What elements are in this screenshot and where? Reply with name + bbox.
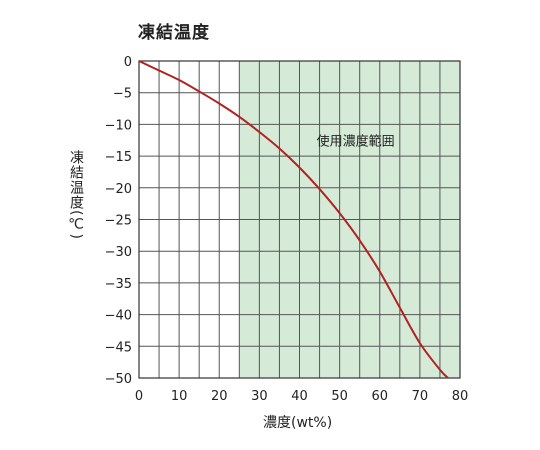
x-tick-label: 0	[135, 389, 143, 404]
x-axis-label: 濃度(wt%)	[263, 415, 333, 431]
y-tick-label: −10	[105, 118, 132, 133]
y-tick-label: 0	[124, 55, 132, 70]
x-tick-label: 40	[291, 389, 308, 404]
y-tick-label: −35	[105, 277, 132, 292]
y-tick-label: −40	[105, 309, 132, 324]
x-tick-label: 10	[171, 389, 188, 404]
y-tick-label: −50	[105, 372, 132, 387]
x-tick-label: 20	[211, 389, 228, 404]
freezing-curve	[138, 60, 449, 379]
x-tick-label: 30	[251, 389, 268, 404]
usage-range-label: 使用濃度範囲	[317, 133, 395, 149]
y-tick-label: −15	[105, 150, 132, 165]
x-tick-label: 50	[331, 389, 348, 404]
x-tick-label: 60	[371, 389, 388, 404]
chart-title: 凍結温度	[138, 23, 210, 43]
y-tick-label: −5	[113, 87, 132, 102]
x-tick-label: 80	[452, 389, 469, 404]
y-axis-label: 凍結温度(℃)	[68, 150, 84, 240]
y-tick-label: −30	[105, 245, 132, 260]
x-tick-label: 70	[412, 389, 429, 404]
plot-frame	[138, 60, 461, 379]
y-tick-label: −45	[105, 340, 132, 355]
y-tick-label: −20	[105, 182, 132, 197]
y-tick-label: −25	[105, 214, 132, 229]
